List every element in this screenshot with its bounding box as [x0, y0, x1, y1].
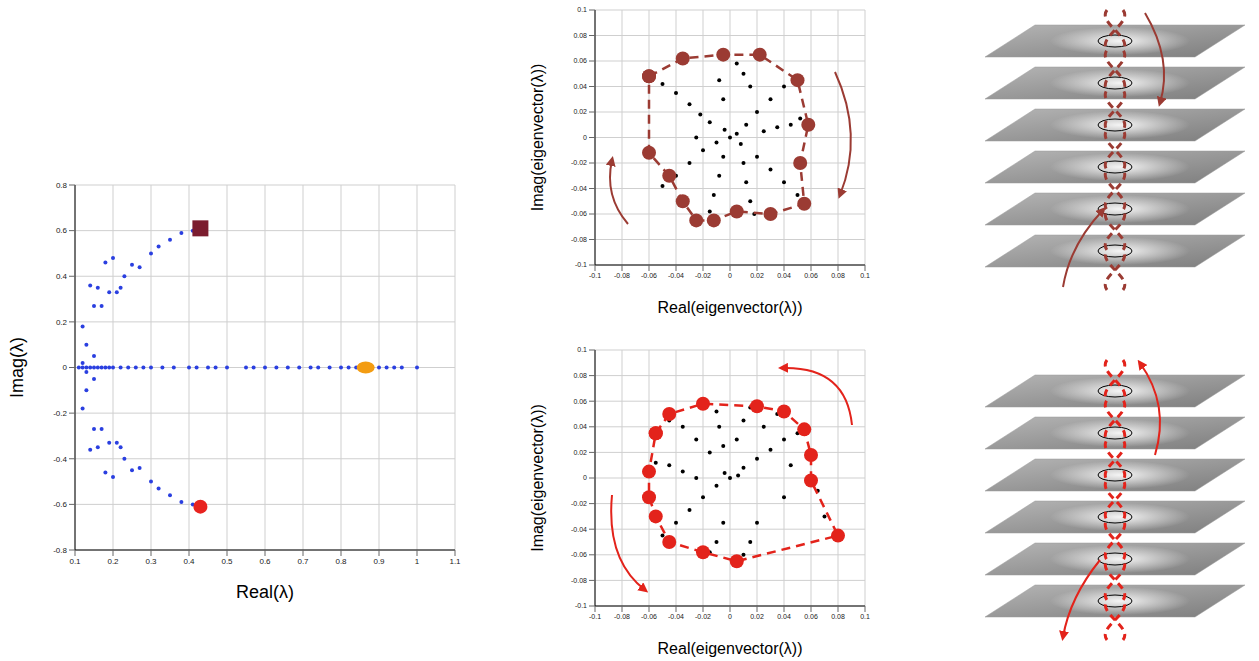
svg-text:0.06: 0.06 [573, 57, 587, 64]
svg-text:-0.04: -0.04 [571, 185, 587, 192]
svg-text:-0.06: -0.06 [641, 272, 657, 279]
svg-text:Real(λ): Real(λ) [236, 582, 294, 602]
svg-text:0.04: 0.04 [573, 423, 587, 430]
svg-text:0.02: 0.02 [573, 108, 587, 115]
svg-text:-0.08: -0.08 [614, 613, 630, 620]
svg-text:0.08: 0.08 [831, 613, 845, 620]
svg-text:0.04: 0.04 [777, 613, 791, 620]
svg-text:Imag(eigenvector(λ)): Imag(eigenvector(λ)) [529, 64, 546, 212]
svg-text:0.06: 0.06 [804, 613, 818, 620]
svg-text:-0.04: -0.04 [571, 526, 587, 533]
svg-text:0.02: 0.02 [750, 613, 764, 620]
svg-text:-0.6: -0.6 [53, 500, 67, 509]
svg-text:0.4: 0.4 [183, 557, 195, 566]
svg-text:-0.4: -0.4 [53, 455, 67, 464]
svg-text:-0.1: -0.1 [589, 272, 601, 279]
svg-text:-0.04: -0.04 [668, 613, 684, 620]
svg-text:1.1: 1.1 [449, 557, 461, 566]
svg-text:0.2: 0.2 [107, 557, 119, 566]
svg-text:0.7: 0.7 [297, 557, 309, 566]
svg-text:0.08: 0.08 [573, 372, 587, 379]
svg-text:-0.08: -0.08 [571, 577, 587, 584]
svg-text:0: 0 [583, 474, 587, 481]
svg-text:-0.04: -0.04 [668, 272, 684, 279]
svg-text:Real(eigenvector(λ)): Real(eigenvector(λ)) [658, 640, 803, 657]
svg-text:0.1: 0.1 [69, 557, 81, 566]
svg-text:0: 0 [728, 613, 732, 620]
svg-text:0.4: 0.4 [56, 272, 68, 281]
svg-text:-0.1: -0.1 [589, 613, 601, 620]
svg-text:-0.02: -0.02 [695, 613, 711, 620]
svg-text:0.1: 0.1 [860, 613, 870, 620]
svg-text:0.5: 0.5 [221, 557, 233, 566]
svg-text:-0.02: -0.02 [571, 500, 587, 507]
svg-text:0.02: 0.02 [573, 449, 587, 456]
svg-text:0.6: 0.6 [259, 557, 271, 566]
svg-text:0.2: 0.2 [56, 318, 68, 327]
svg-text:0.04: 0.04 [777, 272, 791, 279]
svg-text:Imag(eigenvector(λ)): Imag(eigenvector(λ)) [529, 404, 546, 552]
svg-text:0: 0 [728, 272, 732, 279]
svg-text:Real(eigenvector(λ)): Real(eigenvector(λ)) [658, 299, 803, 316]
svg-text:-0.02: -0.02 [695, 272, 711, 279]
svg-text:0.9: 0.9 [373, 557, 385, 566]
svg-text:-0.1: -0.1 [575, 261, 587, 268]
svg-text:0.08: 0.08 [573, 32, 587, 39]
svg-text:-0.06: -0.06 [571, 210, 587, 217]
svg-text:0.1: 0.1 [577, 6, 587, 13]
svg-text:0.1: 0.1 [577, 346, 587, 353]
svg-text:0.1: 0.1 [860, 272, 870, 279]
svg-text:-0.8: -0.8 [53, 546, 67, 555]
svg-text:1: 1 [415, 557, 420, 566]
svg-text:0.8: 0.8 [335, 557, 347, 566]
svg-text:-0.2: -0.2 [53, 409, 67, 418]
svg-text:0.06: 0.06 [804, 272, 818, 279]
svg-text:0.3: 0.3 [145, 557, 157, 566]
svg-text:0.8: 0.8 [56, 181, 68, 190]
svg-text:-0.06: -0.06 [641, 613, 657, 620]
svg-text:-0.06: -0.06 [571, 551, 587, 558]
svg-text:-0.1: -0.1 [575, 602, 587, 609]
svg-text:0.08: 0.08 [831, 272, 845, 279]
svg-text:0: 0 [63, 363, 68, 372]
svg-text:0: 0 [583, 134, 587, 141]
svg-text:-0.08: -0.08 [571, 236, 587, 243]
svg-text:-0.08: -0.08 [614, 272, 630, 279]
svg-text:0.02: 0.02 [750, 272, 764, 279]
svg-text:0.06: 0.06 [573, 398, 587, 405]
svg-text:Imag(λ): Imag(λ) [7, 337, 27, 398]
svg-text:-0.02: -0.02 [571, 159, 587, 166]
svg-text:0.6: 0.6 [56, 226, 68, 235]
svg-text:0.04: 0.04 [573, 83, 587, 90]
